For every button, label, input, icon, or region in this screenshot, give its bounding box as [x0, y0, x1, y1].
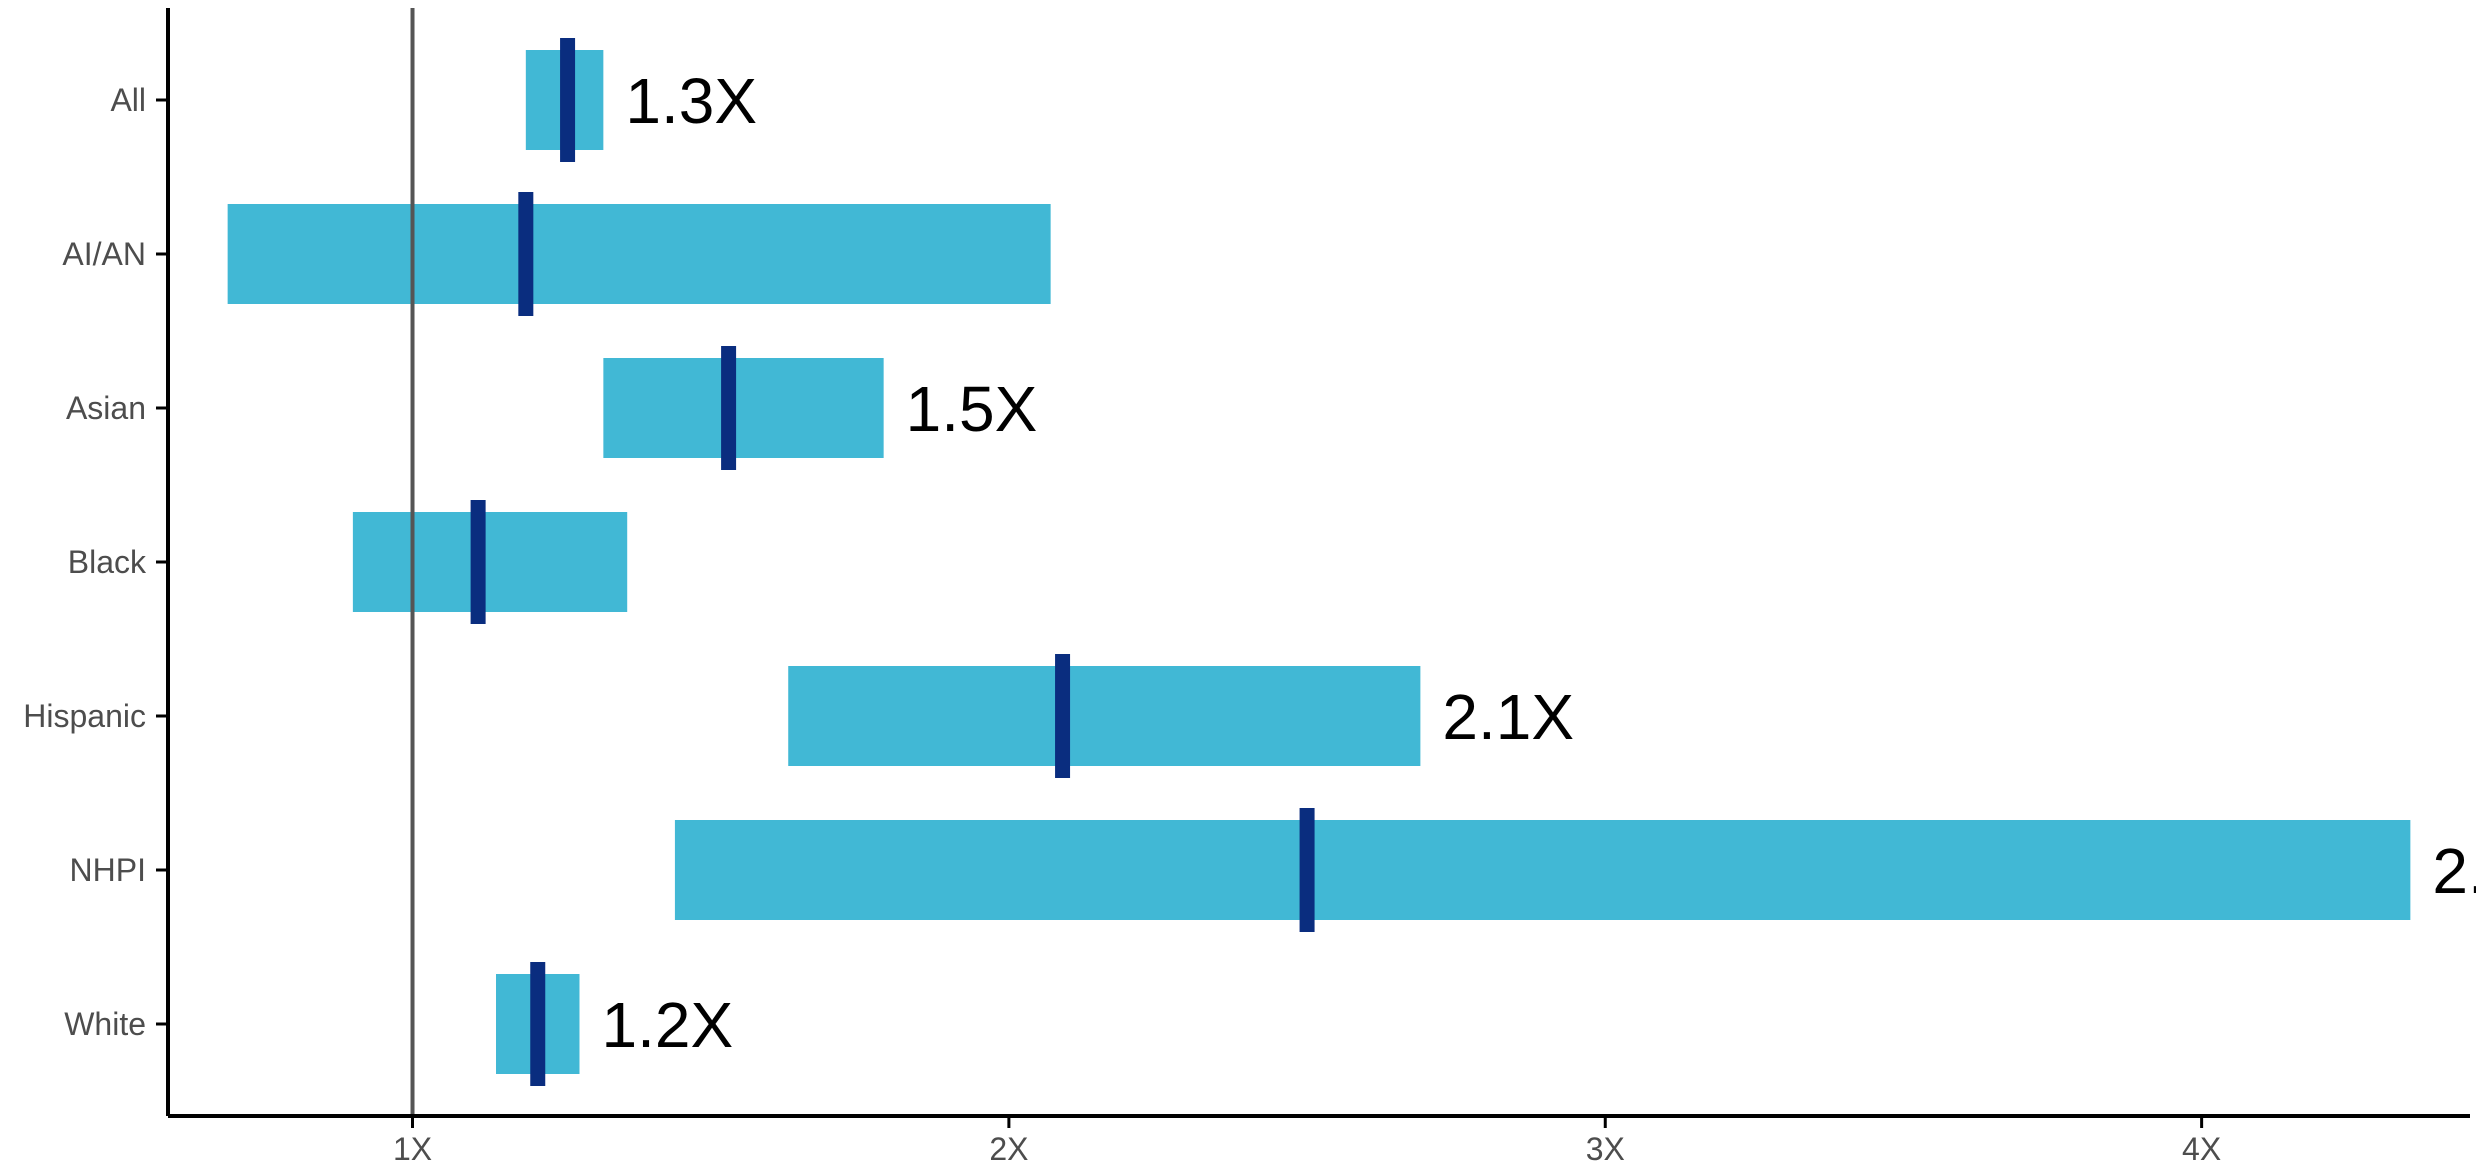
data-label-hispanic: 2.1X [1442, 681, 1574, 753]
y-axis-ticks: All AI/AN Asian Black Hispanic NHPI White [23, 82, 168, 1042]
y-tick-label-all: All [110, 82, 146, 118]
interval-bar-nhpi [674, 820, 2411, 920]
y-tick-label-asian: Asian [66, 390, 146, 426]
estimate-marker-nhpi [1299, 808, 1315, 932]
interval-bar-asian [603, 358, 884, 458]
interval-bar-ai-an [227, 204, 1051, 304]
interval-bar-hispanic [788, 666, 1421, 766]
y-tick-label-ai-an: AI/AN [62, 236, 146, 272]
data-label-white: 1.2X [601, 989, 733, 1061]
data-label-nhpi: 2.5X [2432, 835, 2476, 907]
data-label-all: 1.3X [625, 65, 757, 137]
interval-bar-black [352, 512, 628, 612]
y-tick-label-white: White [64, 1006, 146, 1042]
x-tick-label-4: 4X [2182, 1131, 2221, 1167]
y-tick-label-nhpi: NHPI [70, 852, 146, 888]
interval-bars [227, 50, 2411, 1074]
x-axis-ticks: 1X 2X 3X 4X [393, 1116, 2221, 1167]
x-tick-label-2: 2X [989, 1131, 1028, 1167]
y-tick-label-hispanic: Hispanic [23, 698, 146, 734]
estimate-marker-hispanic [1055, 654, 1071, 778]
data-labels: 1.3X 1.5X 2.1X 2.5X 1.2X [601, 65, 2476, 1061]
estimate-marker-all [560, 38, 576, 162]
y-tick-label-black: Black [68, 544, 147, 580]
estimate-markers [470, 38, 1315, 1086]
estimate-marker-black [470, 500, 486, 624]
estimate-marker-asian [721, 346, 737, 470]
estimate-marker-ai-an [518, 192, 534, 316]
estimate-marker-white [530, 962, 546, 1086]
x-tick-label-3: 3X [1586, 1131, 1625, 1167]
data-label-asian: 1.5X [906, 373, 1038, 445]
x-tick-label-1: 1X [393, 1131, 432, 1167]
